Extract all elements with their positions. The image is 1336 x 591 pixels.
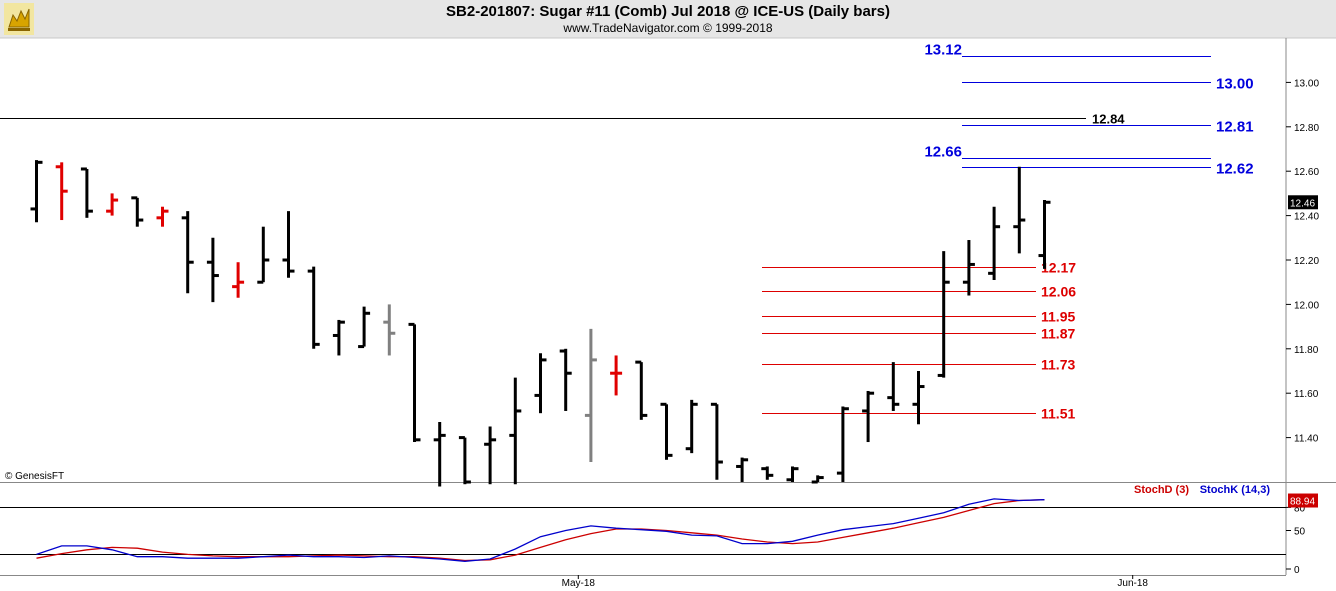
- price-tick-label: 12.80: [1294, 123, 1319, 134]
- price-tick-label: 11.80: [1294, 345, 1319, 356]
- ohlc-bar: [383, 304, 396, 356]
- level-label: 12.81: [1216, 119, 1254, 136]
- ohlc-bar: [862, 390, 875, 443]
- ohlc-bar: [484, 426, 497, 485]
- chart-subtitle: www.TradeNavigator.com © 1999-2018: [563, 21, 773, 35]
- ohlc-bar: [509, 377, 522, 485]
- x-tick-label: May-18: [562, 578, 596, 589]
- ohlc-bar: [1013, 166, 1026, 254]
- bull-logo-icon: [4, 3, 34, 35]
- ohlc-bar: [660, 402, 673, 460]
- ohlc-bar: [181, 211, 194, 294]
- ohlc-bar: [559, 348, 572, 411]
- ohlc-bar: [206, 237, 219, 303]
- ohlc-bar: [584, 328, 597, 463]
- ohlc-bar: [610, 355, 623, 396]
- ohlc-bar: [232, 262, 245, 298]
- ohlc-bar: [988, 206, 1001, 280]
- price-tick-label: 12.40: [1294, 212, 1319, 223]
- ohlc-bar: [131, 196, 144, 227]
- stoch-d-legend: StochD (3): [1134, 484, 1189, 496]
- level-label: 11.95: [1041, 309, 1075, 325]
- stoch-k-legend: StochK (14,3): [1200, 484, 1271, 496]
- ohlc-bar: [458, 436, 471, 485]
- price-tick-label: 12.20: [1294, 256, 1319, 267]
- ohlc-bar: [1038, 200, 1051, 269]
- ohlc-bar: [761, 466, 774, 480]
- last-price-label: 12.46: [1290, 198, 1315, 209]
- stoch-tick-label: 80: [1294, 503, 1306, 514]
- x-tick-label: Jun-18: [1117, 578, 1148, 589]
- level-label: 12.84: [1092, 112, 1125, 127]
- level-label: 12.66: [924, 144, 962, 161]
- ohlc-bar: [534, 353, 547, 414]
- ohlc-bar: [962, 240, 975, 296]
- price-tick-label: 11.60: [1294, 389, 1319, 400]
- ohlc-bar: [408, 322, 421, 443]
- level-label: 12.62: [1216, 161, 1254, 178]
- stoch-d-line: [36, 499, 1045, 562]
- ohlc-bar: [156, 206, 169, 227]
- copyright-label: © GenesisFT: [5, 471, 64, 482]
- level-label: 11.73: [1041, 357, 1075, 373]
- level-label: 11.51: [1041, 406, 1075, 422]
- ohlc-bar: [937, 251, 950, 378]
- level-label: 13.12: [924, 42, 962, 59]
- ohlc-bar: [811, 475, 824, 484]
- ohlc-bar: [710, 402, 723, 480]
- price-tick-label: 13.00: [1294, 78, 1319, 89]
- ohlc-bar: [80, 167, 93, 218]
- last-stoch-box: [1288, 493, 1318, 508]
- ohlc-bar: [912, 371, 925, 425]
- ohlc-bar: [887, 362, 900, 411]
- last-price-box: [1288, 195, 1318, 210]
- title-bar: SB2-201807: Sugar #11 (Comb) Jul 2018 @ …: [0, 0, 1336, 38]
- level-label: 13.00: [1216, 76, 1254, 93]
- price-tick-label: 12.60: [1294, 167, 1319, 178]
- ohlc-bar: [836, 406, 849, 482]
- stoch-tick-label: 0: [1294, 565, 1300, 576]
- ohlc-bar: [257, 226, 270, 284]
- price-tick-label: 11.40: [1294, 434, 1319, 445]
- ohlc-bar: [736, 457, 749, 482]
- price-tick-label: 12.00: [1294, 300, 1319, 311]
- ohlc-bar: [635, 360, 648, 420]
- ohlc-bar: [358, 306, 371, 349]
- ohlc-bar: [307, 266, 320, 349]
- stoch-tick-label: 50: [1294, 527, 1306, 538]
- ohlc-bar: [433, 422, 446, 487]
- ohlc-bar: [282, 211, 295, 278]
- ohlc-bar: [106, 193, 119, 216]
- level-label: 12.06: [1041, 284, 1076, 300]
- ohlc-bar: [30, 160, 43, 223]
- chart-title: SB2-201807: Sugar #11 (Comb) Jul 2018 @ …: [446, 3, 890, 20]
- ohlc-bar: [55, 162, 68, 221]
- ohlc-bar: [332, 319, 345, 356]
- last-stoch-label: 88.94: [1290, 497, 1315, 508]
- level-label: 11.87: [1041, 326, 1075, 342]
- stoch-k-line: [36, 498, 1045, 562]
- level-label: 12.17: [1041, 260, 1076, 276]
- ohlc-bar: [786, 466, 799, 482]
- ohlc-bar: [685, 399, 698, 454]
